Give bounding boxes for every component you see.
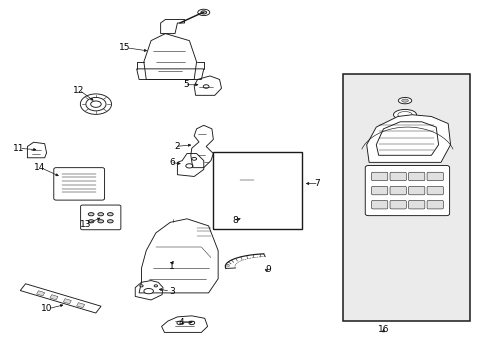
- Ellipse shape: [98, 220, 103, 223]
- Text: 14: 14: [34, 163, 45, 172]
- Ellipse shape: [90, 101, 101, 107]
- Ellipse shape: [397, 112, 411, 118]
- FancyBboxPatch shape: [371, 201, 387, 209]
- Text: 7: 7: [313, 179, 319, 188]
- FancyBboxPatch shape: [365, 166, 448, 216]
- Text: 3: 3: [169, 287, 175, 296]
- FancyBboxPatch shape: [54, 168, 104, 200]
- Text: 4: 4: [179, 318, 184, 327]
- Ellipse shape: [177, 321, 183, 325]
- Ellipse shape: [197, 9, 209, 15]
- Ellipse shape: [191, 157, 196, 160]
- FancyBboxPatch shape: [371, 186, 387, 195]
- Bar: [63, 299, 71, 304]
- Ellipse shape: [154, 285, 157, 287]
- Ellipse shape: [398, 98, 411, 104]
- Ellipse shape: [185, 164, 193, 168]
- Bar: [77, 303, 84, 308]
- Text: 5: 5: [183, 80, 189, 89]
- Text: 9: 9: [264, 265, 270, 274]
- Polygon shape: [366, 115, 449, 162]
- Text: 1: 1: [169, 262, 175, 271]
- Ellipse shape: [107, 220, 113, 223]
- Text: 10: 10: [41, 304, 53, 313]
- Text: 2: 2: [174, 142, 180, 151]
- Ellipse shape: [201, 11, 206, 14]
- Ellipse shape: [203, 85, 208, 88]
- FancyBboxPatch shape: [81, 205, 121, 230]
- Ellipse shape: [143, 288, 153, 294]
- Text: 16: 16: [377, 325, 388, 334]
- Bar: [50, 295, 58, 300]
- Text: 13: 13: [80, 220, 91, 229]
- Bar: [37, 291, 44, 296]
- Ellipse shape: [88, 213, 94, 216]
- FancyBboxPatch shape: [426, 186, 443, 195]
- Ellipse shape: [86, 98, 106, 111]
- Text: 11: 11: [13, 144, 24, 153]
- Ellipse shape: [188, 321, 194, 325]
- Bar: [213, 152, 302, 229]
- Ellipse shape: [80, 94, 111, 114]
- Ellipse shape: [98, 213, 103, 216]
- FancyBboxPatch shape: [426, 201, 443, 209]
- Ellipse shape: [401, 99, 407, 102]
- Ellipse shape: [393, 109, 416, 120]
- Ellipse shape: [107, 213, 113, 216]
- Ellipse shape: [88, 220, 94, 223]
- Ellipse shape: [140, 285, 143, 287]
- Bar: [342, 74, 469, 321]
- Text: 12: 12: [72, 86, 84, 95]
- FancyBboxPatch shape: [389, 186, 406, 195]
- FancyBboxPatch shape: [371, 172, 387, 181]
- Text: 6: 6: [169, 158, 175, 167]
- FancyBboxPatch shape: [389, 201, 406, 209]
- FancyBboxPatch shape: [407, 172, 424, 181]
- Polygon shape: [232, 187, 268, 195]
- Text: 8: 8: [232, 216, 238, 225]
- FancyBboxPatch shape: [407, 186, 424, 195]
- FancyBboxPatch shape: [426, 172, 443, 181]
- FancyBboxPatch shape: [407, 201, 424, 209]
- FancyBboxPatch shape: [389, 172, 406, 181]
- Text: 15: 15: [119, 43, 131, 52]
